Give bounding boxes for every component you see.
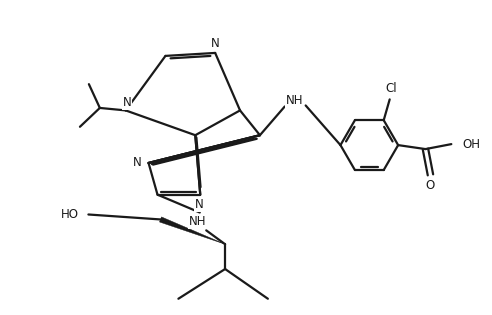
Text: OH: OH xyxy=(462,138,480,151)
Text: NH: NH xyxy=(286,94,304,107)
Text: N: N xyxy=(133,157,142,169)
Text: NH: NH xyxy=(188,215,206,228)
Text: N: N xyxy=(195,198,204,211)
Text: O: O xyxy=(426,179,435,192)
Text: N: N xyxy=(123,96,131,110)
Polygon shape xyxy=(159,217,225,244)
Text: Cl: Cl xyxy=(385,82,397,95)
Text: N: N xyxy=(211,37,219,49)
Text: HO: HO xyxy=(61,208,78,221)
